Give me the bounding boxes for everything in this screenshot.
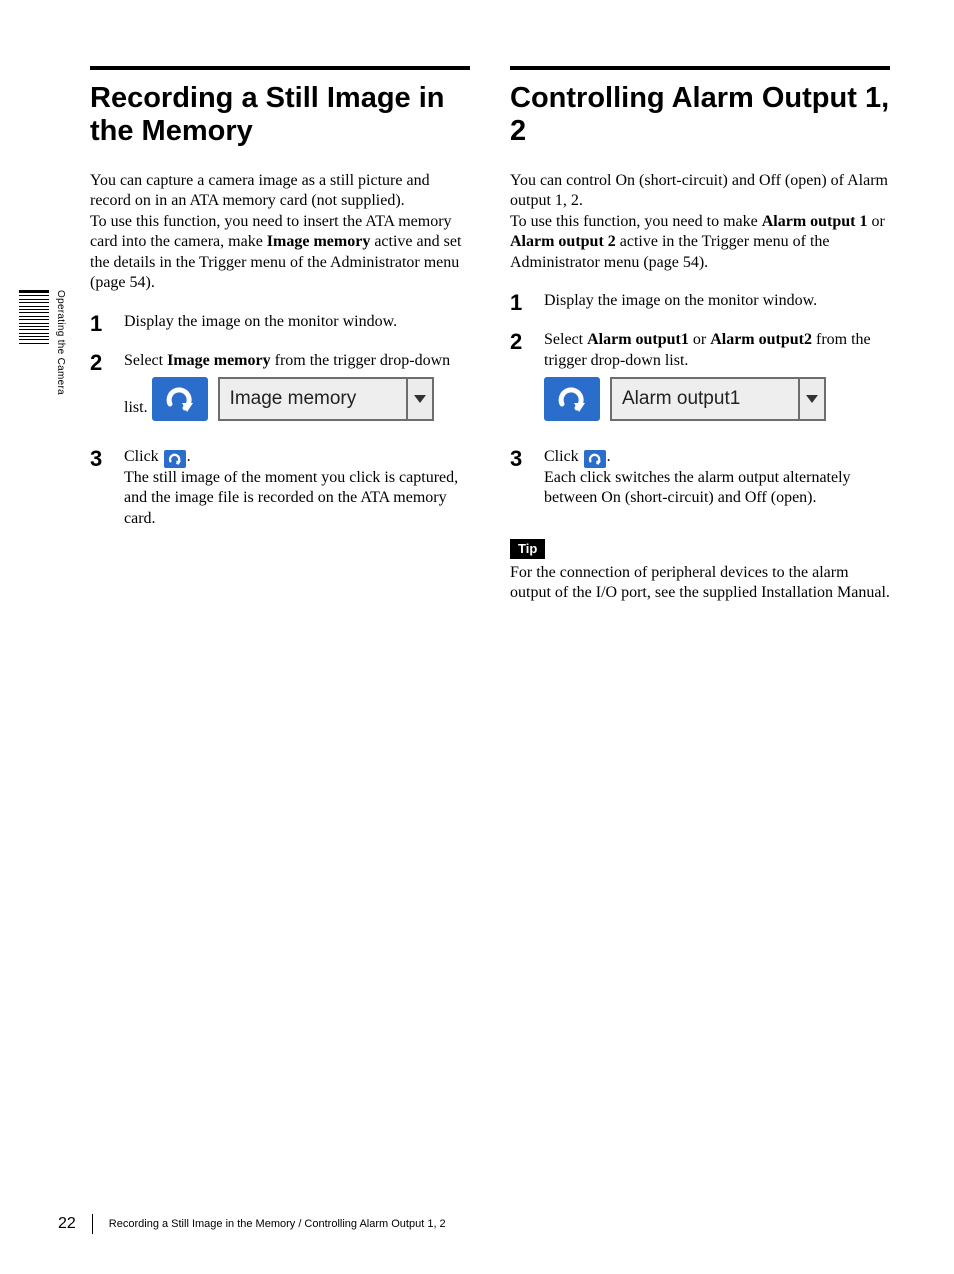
step-bold-2: Alarm output2 bbox=[710, 331, 812, 348]
intro-paragraph: You can control On (short-circuit) and O… bbox=[510, 171, 890, 273]
tip-text: For the connection of peripheral devices… bbox=[510, 563, 890, 604]
step-number: 1 bbox=[90, 312, 110, 335]
step-text-body: The still image of the moment you click … bbox=[124, 469, 458, 527]
step-body: Select Alarm output1 or Alarm output2 fr… bbox=[544, 330, 890, 431]
step-text-click: Click bbox=[544, 448, 583, 465]
trigger-icon bbox=[165, 386, 195, 412]
step-bold-1: Alarm output1 bbox=[587, 331, 689, 348]
step-text: Display the image on the monitor window. bbox=[124, 312, 470, 332]
step-body: Select Image memory from the trigger dro… bbox=[124, 351, 470, 431]
period: . bbox=[187, 448, 191, 465]
heading-rule bbox=[90, 66, 470, 70]
step-number: 2 bbox=[90, 351, 110, 374]
tip-badge: Tip bbox=[510, 539, 545, 559]
dropdown-field[interactable]: Image memory bbox=[218, 377, 408, 421]
trigger-dropdown-widget: Image memory bbox=[152, 377, 434, 421]
intro-paragraph: You can capture a camera image as a stil… bbox=[90, 171, 470, 294]
trigger-button[interactable] bbox=[544, 377, 600, 421]
step-2: 2 Select Alarm output1 or Alarm output2 … bbox=[510, 330, 890, 431]
page-number: 22 bbox=[58, 1215, 76, 1233]
step-text: Display the image on the monitor window. bbox=[544, 291, 890, 311]
dropdown-arrow-button[interactable] bbox=[800, 377, 826, 421]
two-column-layout: Recording a Still Image in the Memory Yo… bbox=[90, 66, 890, 604]
trigger-icon bbox=[557, 386, 587, 412]
trigger-icon-inline[interactable] bbox=[584, 450, 606, 468]
heading-alarm: Controlling Alarm Output 1, 2 bbox=[510, 82, 890, 149]
chevron-down-icon bbox=[806, 395, 818, 403]
trigger-dropdown-widget: Alarm output1 bbox=[544, 377, 826, 421]
intro-mid: or bbox=[868, 213, 885, 230]
dropdown-field[interactable]: Alarm output1 bbox=[610, 377, 800, 421]
step-text: Select bbox=[124, 352, 167, 369]
step-number: 3 bbox=[90, 447, 110, 470]
step-1: 1 Display the image on the monitor windo… bbox=[510, 291, 890, 314]
footer-title: Recording a Still Image in the Memory / … bbox=[109, 1218, 446, 1230]
step-2: 2 Select Image memory from the trigger d… bbox=[90, 351, 470, 431]
right-column: Controlling Alarm Output 1, 2 You can co… bbox=[510, 66, 890, 604]
trigger-button[interactable] bbox=[152, 377, 208, 421]
step-mid: or bbox=[689, 331, 710, 348]
step-bold: Image memory bbox=[167, 352, 271, 369]
step-3: 3 Click . Each click switches the alarm … bbox=[510, 447, 890, 509]
step-body: Click . The still image of the moment yo… bbox=[124, 447, 470, 529]
tab-ornament bbox=[19, 290, 49, 344]
intro-bold: Image memory bbox=[267, 233, 371, 250]
left-column: Recording a Still Image in the Memory Yo… bbox=[90, 66, 470, 604]
footer-separator bbox=[92, 1214, 93, 1234]
page-footer: 22 Recording a Still Image in the Memory… bbox=[58, 1214, 446, 1234]
intro-bold-2: Alarm output 2 bbox=[510, 233, 616, 250]
step-3: 3 Click . The still image of the moment … bbox=[90, 447, 470, 529]
step-body: Click . Each click switches the alarm ou… bbox=[544, 447, 890, 509]
period: . bbox=[607, 448, 611, 465]
trigger-icon-inline[interactable] bbox=[164, 450, 186, 468]
intro-bold-1: Alarm output 1 bbox=[762, 213, 868, 230]
chevron-down-icon bbox=[414, 395, 426, 403]
step-text-body: Each click switches the alarm output alt… bbox=[544, 469, 851, 506]
step-number: 3 bbox=[510, 447, 530, 470]
step-number: 1 bbox=[510, 291, 530, 314]
page: Operating the Camera Recording a Still I… bbox=[0, 0, 954, 1274]
step-1: 1 Display the image on the monitor windo… bbox=[90, 312, 470, 335]
dropdown-arrow-button[interactable] bbox=[408, 377, 434, 421]
step-text: Select bbox=[544, 331, 587, 348]
heading-rule bbox=[510, 66, 890, 70]
heading-recording: Recording a Still Image in the Memory bbox=[90, 82, 470, 149]
section-tab: Operating the Camera bbox=[19, 290, 66, 395]
section-tab-label: Operating the Camera bbox=[55, 290, 66, 395]
step-number: 2 bbox=[510, 330, 530, 353]
step-text-click: Click bbox=[124, 448, 163, 465]
